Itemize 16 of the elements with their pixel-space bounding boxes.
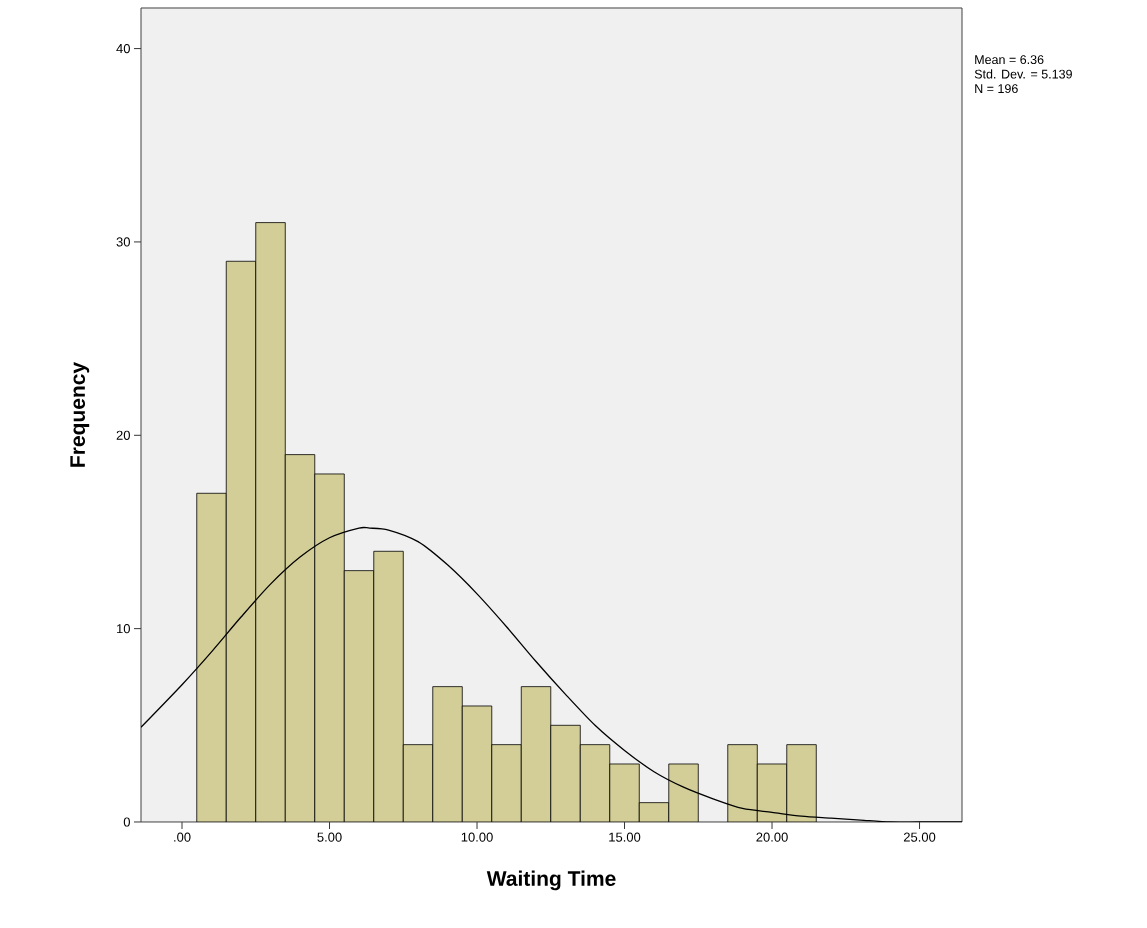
y-tick-label: 40 <box>116 43 130 54</box>
y-tick-label: 0 <box>123 817 130 827</box>
x-tick-label: 5.00 <box>317 832 342 842</box>
x-tick-label: 15.00 <box>609 832 641 842</box>
y-tick-label: 10 <box>117 624 130 634</box>
x-tick-label: 25.00 <box>903 832 936 842</box>
x-tick-label: 20.00 <box>756 832 788 842</box>
y-tick-label: 20 <box>116 430 130 440</box>
y-tick-label: 30 <box>116 237 130 247</box>
y-axis-title: Frequency <box>70 362 90 467</box>
x-tick-label: 10.00 <box>461 832 493 842</box>
text: Mean = 6.36 <box>975 55 1044 65</box>
text: N = 196 <box>975 84 1018 94</box>
x-tick-label: .00 <box>174 832 191 842</box>
x-axis-title: Waiting Time <box>486 870 616 891</box>
text: Std. Dev. = 5.139 <box>974 69 1072 79</box>
